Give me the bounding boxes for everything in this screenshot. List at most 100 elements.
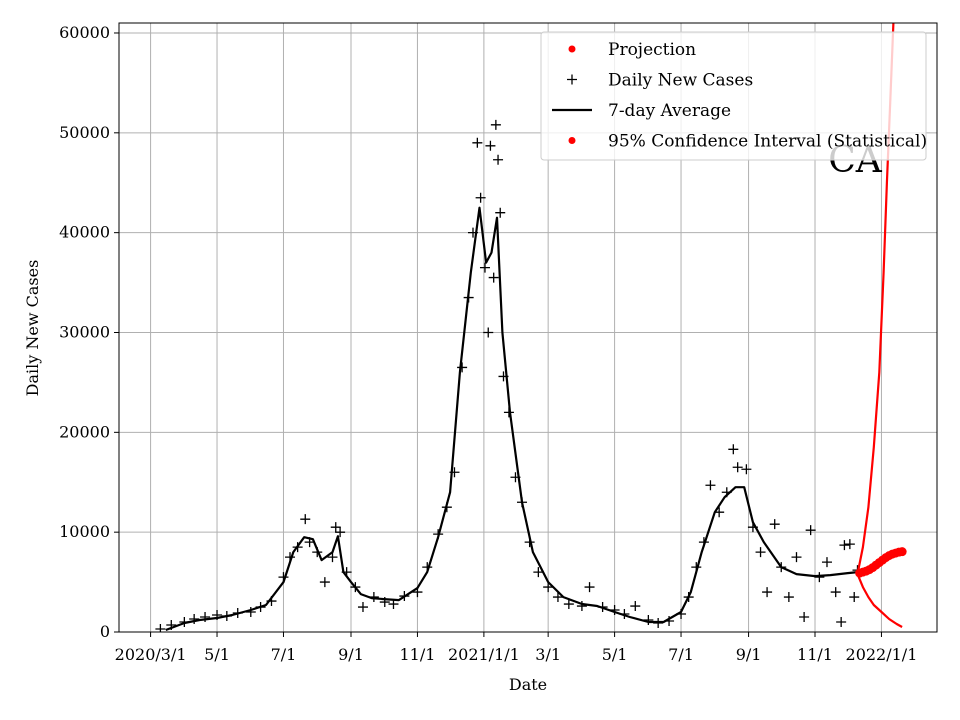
data-point-plus [285,552,296,563]
data-point-plus [221,611,232,622]
data-point-plus [245,607,256,618]
data-point-plus [839,540,850,551]
legend-box [540,31,927,161]
data-point-plus [232,608,243,619]
x-tick-label: 5/1 [602,645,628,664]
data-point-plus [714,507,725,518]
x-axis-label: Date [509,675,547,694]
data-point-plus [189,614,200,625]
axis-ticks: 2020/3/1 5/1 7/1 9/1 11/1 2021/1/1 3/1 5/1 7/1 9/… [59,23,917,664]
x-tick-label: 9/1 [338,645,364,664]
y-tick-label: 60000 [59,23,110,42]
y-tick-label: 0 [100,622,110,641]
data-point-plus [467,227,478,238]
data-point-plus [399,591,410,602]
y-tick-label: 30000 [59,322,110,341]
data-point-plus [741,464,752,475]
x-tick-label: 3/1 [535,645,561,664]
legend: Projection Daily New Cases 7-day Average 95… [540,31,927,161]
data-point-plus [422,562,433,573]
data-point-plus [457,362,468,373]
data-point-plus [327,552,338,563]
data-point-plus [533,567,544,578]
data-point-plus [300,514,311,525]
data-point-plus [747,522,758,533]
x-tick-label: 11/1 [399,645,435,664]
data-point-plus [543,582,554,593]
data-point-plus [609,605,620,616]
plot-marks [155,23,907,632]
data-point-plus [805,525,816,536]
data-point-plus [676,609,687,620]
data-point-plus [335,527,346,538]
data-point-plus [721,487,732,498]
data-point-plus [830,587,841,598]
data-point-plus [791,552,802,563]
y-tick-label: 50000 [59,123,110,142]
data-point-plus [576,601,587,612]
data-point-plus [212,610,223,621]
data-point-plus [844,539,855,550]
x-tick-label: 11/1 [797,645,833,664]
projection-point [897,547,907,557]
series-line-7-day-average [165,206,858,632]
data-point-plus [341,567,352,578]
data-point-plus [495,207,506,218]
series-line-95-confidence-interval-statistical [856,573,903,628]
data-point-plus [776,562,787,573]
data-point-plus [664,616,675,627]
data-point-plus [698,537,709,548]
data-point-plus [498,371,509,382]
data-point-plus [266,596,277,607]
data-point-plus [821,557,832,568]
data-point-plus [479,262,490,273]
data-point-plus [475,192,486,203]
x-tick-label: 7/1 [668,645,694,664]
data-point-plus [485,140,496,151]
data-point-plus [653,618,664,629]
plot-area [155,23,907,632]
legend-label: 95% Confidence Interval (Statistical) [608,132,927,152]
data-point-plus [200,612,211,623]
data-point-plus [483,327,494,338]
data-point-plus [449,467,460,478]
data-point-plus [463,292,474,303]
data-point-plus [643,615,654,626]
data-point-plus [179,617,190,628]
data-point-plus [493,154,504,165]
data-point-plus [728,444,739,455]
data-point-plus [683,592,694,603]
data-point-plus [278,572,289,583]
data-point-plus [490,119,501,130]
data-point-plus [379,597,390,608]
data-point-plus [849,592,860,603]
data-point-plus [814,572,825,583]
x-tick-label: 7/1 [271,645,297,664]
data-point-plus [630,601,641,612]
data-point-plus [166,620,177,631]
x-tick-label: 2020/3/1 [115,645,187,664]
data-point-plus [368,592,379,603]
data-point-plus [799,612,810,623]
data-point-plus [619,609,630,620]
data-point-plus [584,582,595,593]
data-point-plus [388,599,399,610]
data-point-plus [155,624,166,632]
data-point-plus [762,587,773,598]
data-point-plus [597,602,608,613]
data-point-plus [510,472,521,483]
data-point-plus [412,587,423,598]
data-point-plus [350,582,361,593]
data-point-plus [691,562,702,573]
data-point-plus [732,462,743,473]
x-tick-label: 2021/1/1 [448,645,520,664]
y-tick-label: 10000 [59,522,110,541]
data-point-plus [517,497,528,508]
data-point-plus [769,519,780,530]
data-point-plus [304,537,315,548]
legend-marker-dot [568,137,576,144]
data-point-plus [319,577,330,588]
data-point-plus [357,602,368,613]
data-point-plus [524,537,535,548]
legend-marker-dot [568,45,576,53]
